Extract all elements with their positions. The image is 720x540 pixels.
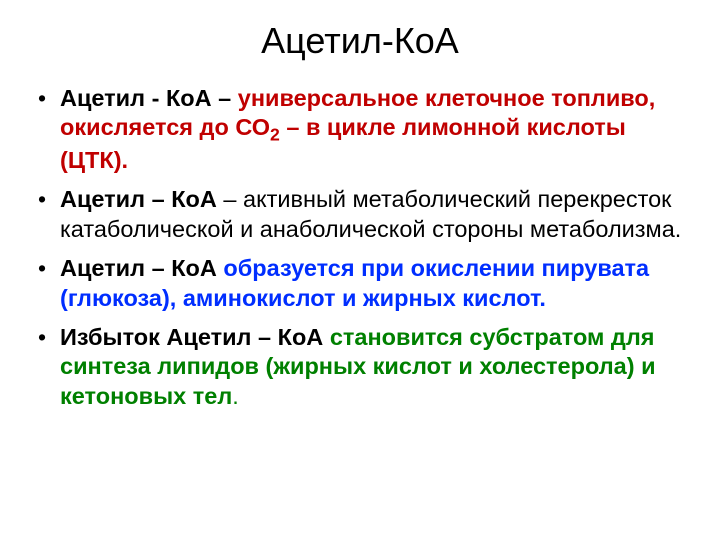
- dash: –: [217, 186, 243, 212]
- slide-title: Ацетил-КоА: [32, 20, 688, 62]
- bullet-list: Ацетил - КоА – универсальное клеточное т…: [32, 84, 688, 411]
- lead-term: Ацетил – КоА: [60, 186, 217, 212]
- lead-term: Ацетил - КоА: [60, 85, 212, 111]
- list-item: Ацетил – КоА – активный метаболический п…: [32, 185, 688, 244]
- lead-term: Избыток Ацетил – КоА: [60, 324, 330, 350]
- list-item: Избыток Ацетил – КоА становится субстрат…: [32, 323, 688, 411]
- list-item: Ацетил – КоА образуется при окислении пи…: [32, 254, 688, 313]
- subscript: 2: [270, 125, 280, 145]
- lead-term: Ацетил – КоА: [60, 255, 223, 281]
- green-tail: .: [232, 383, 239, 409]
- slide: Ацетил-КоА Ацетил - КоА – универсальное …: [0, 0, 720, 540]
- list-item: Ацетил - КоА – универсальное клеточное т…: [32, 84, 688, 175]
- dash: –: [212, 85, 238, 111]
